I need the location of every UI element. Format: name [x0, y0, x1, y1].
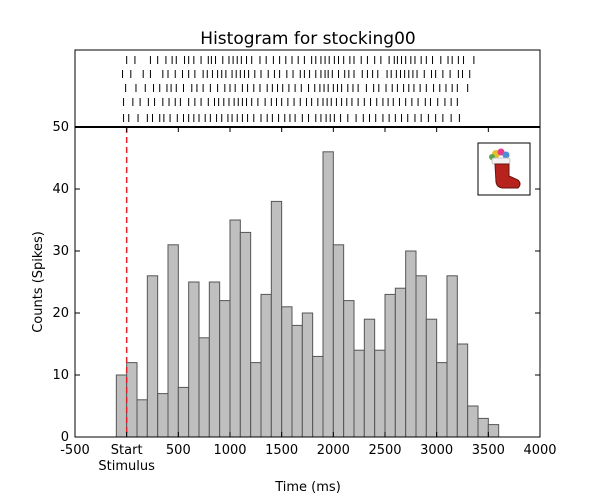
histogram-bar [312, 355, 324, 438]
y-tick-label: 0 [61, 430, 69, 445]
x-tick-label: 500 [166, 443, 191, 458]
x-tick-sublabel: Stimulus [98, 459, 155, 474]
x-tick-label: Start [111, 443, 143, 458]
x-tick-label: 1500 [265, 443, 298, 458]
histogram-bar [374, 349, 386, 438]
stocking-icon [477, 142, 531, 196]
histogram-bar [456, 343, 469, 438]
histogram-bar [177, 386, 190, 438]
histogram-bar [219, 300, 231, 438]
histogram-bar [322, 151, 334, 438]
histogram-bar [270, 200, 283, 438]
raster-panel [74, 49, 541, 128]
x-tick-label: 3000 [420, 443, 453, 458]
raster-spikes [122, 56, 475, 122]
histogram-bar [291, 324, 303, 438]
x-tick-label: 3500 [472, 443, 505, 458]
histogram-bar [405, 250, 417, 438]
histogram-bar [384, 293, 396, 438]
x-tick-label: 4000 [523, 443, 556, 458]
histogram-bar [281, 306, 293, 438]
histogram-bar [136, 399, 148, 438]
histogram-bar [115, 374, 128, 438]
histogram-bar [188, 281, 200, 438]
histogram-bar [126, 362, 138, 438]
histogram-bar [157, 393, 169, 438]
histogram-bar [477, 417, 489, 438]
y-tick-label: 30 [52, 244, 69, 259]
y-tick-label: 10 [52, 368, 69, 383]
histogram-bar [167, 244, 179, 438]
x-tick-label: -500 [60, 443, 90, 458]
histogram-bar [239, 231, 252, 438]
histogram-bar [487, 424, 500, 438]
histogram-bar [301, 312, 314, 438]
histogram-bar [415, 275, 427, 438]
y-tick-label: 50 [52, 120, 69, 135]
x-axis-label: Time (ms) [274, 480, 341, 495]
y-axis: 0 10 20 30 40 50 [52, 120, 540, 445]
histogram-bars [115, 151, 500, 438]
histogram-bar [353, 349, 365, 438]
histogram-bar [425, 318, 438, 438]
histogram-bar [208, 281, 221, 438]
histogram-bar [146, 275, 159, 438]
histogram-bar [363, 318, 376, 438]
chart-title: Histogram for stocking00 [200, 29, 415, 49]
histogram-bar [467, 405, 479, 438]
histogram-bar [198, 337, 210, 438]
x-tick-label: 2500 [368, 443, 401, 458]
histogram-bar [260, 293, 272, 438]
x-tick-label: 1000 [213, 443, 246, 458]
histogram-bar [332, 244, 345, 438]
raster-frame [74, 49, 541, 128]
histogram-bar [343, 300, 355, 438]
y-tick-label: 40 [52, 182, 69, 197]
histogram-bar [436, 362, 448, 438]
y-tick-label: 20 [52, 306, 69, 321]
histogram-bar [446, 275, 458, 438]
histogram-bar [394, 287, 407, 438]
x-tick-label: 2000 [317, 443, 350, 458]
histogram-bar [229, 219, 241, 438]
histogram-bar [250, 362, 262, 438]
y-axis-label: Counts (Spikes) [31, 231, 46, 333]
